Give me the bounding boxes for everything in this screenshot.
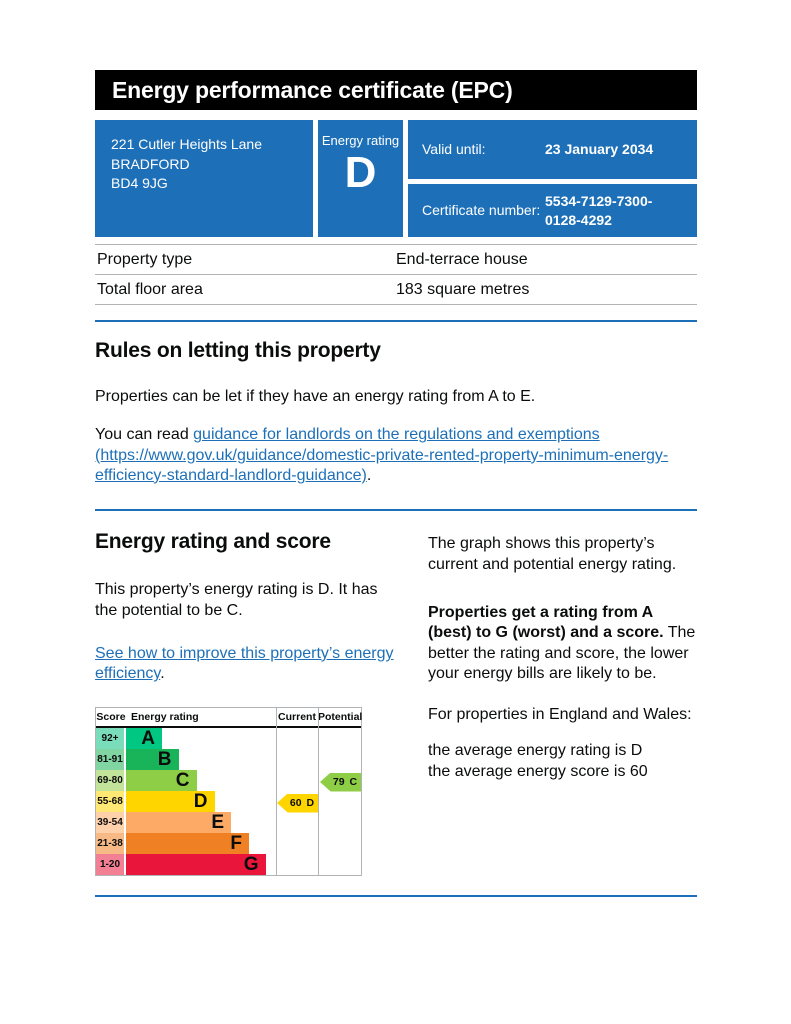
property-type-value: End-terrace house <box>396 250 528 268</box>
section-divider <box>95 509 697 512</box>
current-band: D <box>306 797 315 809</box>
letting-rules-intro: Properties can be let if they have an en… <box>95 388 536 405</box>
improve-suffix: . <box>160 665 165 683</box>
current-column-divider <box>276 707 277 875</box>
energy-rating-label: Energy rating <box>321 133 400 148</box>
rating-explanation-bold: Properties get a rating from A (best) to… <box>428 603 664 642</box>
valid-until-box: Valid until: 23 January 2034 <box>408 120 697 179</box>
section-divider <box>95 320 697 322</box>
current-score: 60 <box>289 797 302 809</box>
validity-column: Valid until: 23 January 2034 Certificate… <box>408 120 697 237</box>
rating-left-column: Energy rating and score This property’s … <box>95 530 400 876</box>
rating-explanation: Properties get a rating from A (best) to… <box>428 603 697 684</box>
band-bar-d: D <box>126 790 215 812</box>
energy-rating-box: Energy rating D <box>318 120 403 237</box>
chart-header-rating: Energy rating <box>131 710 199 723</box>
potential-rating-arrow: 79 C <box>320 772 361 792</box>
page-title: Energy performance certificate (EPC) <box>112 76 513 103</box>
average-stats: the average energy rating is D the averag… <box>428 741 697 782</box>
score-range-b: 81-91 <box>96 748 124 770</box>
property-address: 221 Cutler Heights Lane BRADFORD BD4 9JG <box>95 120 313 237</box>
chart-header-potential: Potential <box>318 710 363 723</box>
floor-area-label: Total floor area <box>97 280 203 298</box>
rating-section: Energy rating and score This property’s … <box>95 530 697 876</box>
guidance-prefix: You can read <box>95 426 194 444</box>
epc-document: Energy performance certificate (EPC) 221… <box>95 0 697 897</box>
rating-summary: This property’s energy rating is D. It h… <box>95 581 378 619</box>
band-row-c: 69-80 C <box>96 769 361 791</box>
band-bar-c: C <box>126 769 197 791</box>
band-bar-b: B <box>126 748 179 770</box>
landlord-guidance-link[interactable]: guidance for landlords on the regulation… <box>95 426 669 484</box>
band-row-a: 92+ A <box>96 727 361 749</box>
potential-band: C <box>349 776 358 788</box>
energy-rating-value: D <box>344 148 377 197</box>
valid-until-value: 23 January 2034 <box>545 141 654 158</box>
summary-boxes: 221 Cutler Heights Lane BRADFORD BD4 9JG… <box>95 120 697 237</box>
band-bar-g: G <box>126 853 266 875</box>
bar-area: A <box>126 727 276 749</box>
floor-area-value: 183 square metres <box>396 280 530 298</box>
score-range-e: 39-54 <box>96 811 124 833</box>
certificate-title-bar: Energy performance certificate (EPC) <box>95 70 697 110</box>
potential-column-divider <box>318 707 319 875</box>
score-range-g: 1-20 <box>96 853 124 875</box>
table-row: Property type End-terrace house <box>95 244 697 274</box>
valid-until-label: Valid until: <box>422 141 486 158</box>
bar-area: C <box>126 769 276 791</box>
energy-rating-chart: Score Energy rating Current Potential 92… <box>95 706 363 876</box>
band-row-g: 1-20 G <box>96 853 361 875</box>
address-line-3: BD4 9JG <box>111 175 168 192</box>
score-range-c: 69-80 <box>96 769 124 791</box>
address-line-1: 221 Cutler Heights Lane <box>111 136 262 152</box>
chart-header-current: Current <box>278 710 316 723</box>
score-range-f: 21-38 <box>96 832 124 854</box>
table-row: Total floor area 183 square metres <box>95 274 697 304</box>
score-range-a: 92+ <box>96 727 124 749</box>
bar-area: F <box>126 832 276 854</box>
band-row-b: 81-91 B <box>96 748 361 770</box>
band-bar-e: E <box>126 811 231 833</box>
band-row-e: 39-54 E <box>96 811 361 833</box>
bar-area: D <box>126 790 276 812</box>
current-rating-arrow: 60 D <box>277 793 318 813</box>
section-divider <box>95 894 697 897</box>
certificate-number-value: 5534-7129-7300-0128-4292 <box>545 192 653 228</box>
potential-score: 79 <box>332 776 345 788</box>
average-score-line: the average energy score is 60 <box>428 762 648 780</box>
average-rating-line: the average energy rating is D <box>428 742 643 760</box>
letting-rules-heading: Rules on letting this property <box>95 339 381 362</box>
improve-efficiency-link[interactable]: See how to improve this property’s energ… <box>95 644 394 683</box>
bar-area: G <box>126 853 276 875</box>
rating-heading: Energy rating and score <box>95 530 331 554</box>
rating-explanation-rest: The better the rating and score, the low… <box>428 624 696 682</box>
rating-right-column: The graph shows this property’s current … <box>428 530 697 875</box>
chart-header: Score Energy rating Current Potential <box>96 708 363 728</box>
band-row-f: 21-38 F <box>96 832 361 854</box>
property-type-label: Property type <box>97 250 193 268</box>
band-row-d: 55-68 D <box>96 790 361 812</box>
certificate-number-box: Certificate number: 5534-7129-7300-0128-… <box>408 184 697 237</box>
improve-paragraph: See how to improve this property’s energ… <box>95 644 400 685</box>
graph-description: The graph shows this property’s current … <box>428 535 677 573</box>
guidance-suffix: . <box>366 466 372 484</box>
certificate-number-label: Certificate number: <box>422 202 541 219</box>
band-bar-a: A <box>126 727 162 749</box>
letting-rules-section: Rules on letting this property Propertie… <box>95 339 697 486</box>
bar-area: B <box>126 748 276 770</box>
band-bar-f: F <box>126 832 249 854</box>
score-range-d: 55-68 <box>96 790 124 812</box>
chart-header-score: Score <box>96 710 126 723</box>
letting-rules-guidance: You can read guidance for landlords on t… <box>95 425 697 486</box>
address-line-2: BRADFORD <box>111 155 190 172</box>
property-details-table: Property type End-terrace house Total fl… <box>95 244 697 305</box>
bar-area: E <box>126 811 276 833</box>
england-wales-intro: For properties in England and Wales: <box>428 706 692 724</box>
